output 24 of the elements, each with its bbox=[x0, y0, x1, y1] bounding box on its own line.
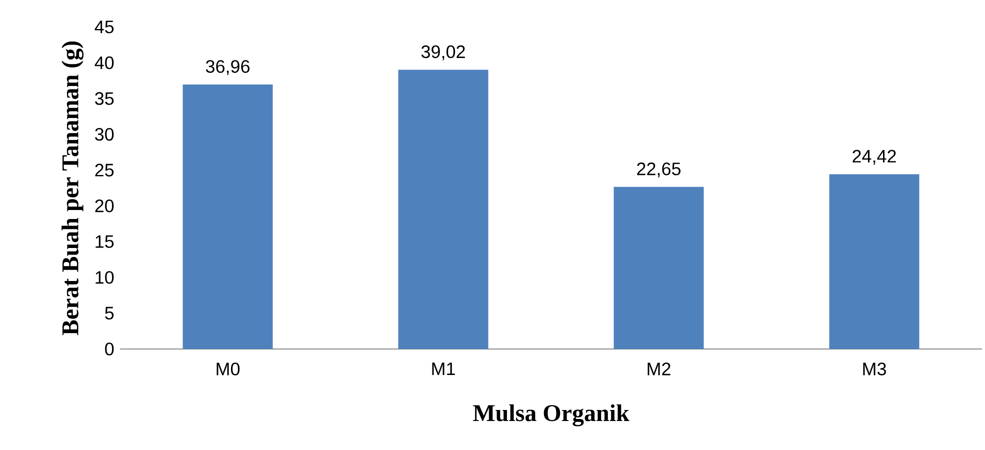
data-label: 22,65 bbox=[637, 162, 681, 178]
y-tick-label: 25 bbox=[95, 164, 114, 176]
x-axis-title: Mulsa Organik bbox=[473, 404, 630, 426]
y-tick-label: 30 bbox=[95, 128, 114, 141]
y-tick-label: 45 bbox=[94, 20, 114, 34]
y-tick-label: 15 bbox=[96, 235, 114, 248]
y-tick-label: 20 bbox=[95, 200, 114, 212]
data-label: 36,96 bbox=[206, 60, 250, 75]
x-tick-label: M3 bbox=[863, 362, 886, 376]
bar bbox=[614, 186, 704, 349]
bar bbox=[182, 84, 273, 349]
data-label: 24,42 bbox=[852, 150, 896, 165]
bar bbox=[829, 174, 920, 349]
x-tick-label: M2 bbox=[648, 362, 670, 376]
y-tick-label: 0 bbox=[105, 342, 114, 356]
bar bbox=[398, 70, 488, 349]
x-tick-label: M0 bbox=[216, 362, 240, 376]
y-tick-label: 40 bbox=[94, 56, 114, 70]
y-tick-label: 10 bbox=[96, 271, 114, 284]
data-label: 39,02 bbox=[421, 45, 465, 60]
y-tick-label: 5 bbox=[105, 306, 114, 320]
x-tick-label: M1 bbox=[432, 362, 455, 376]
y-axis-title: Berat Buah per Tanaman (g) bbox=[62, 41, 84, 336]
y-tick-label: 35 bbox=[95, 92, 114, 105]
